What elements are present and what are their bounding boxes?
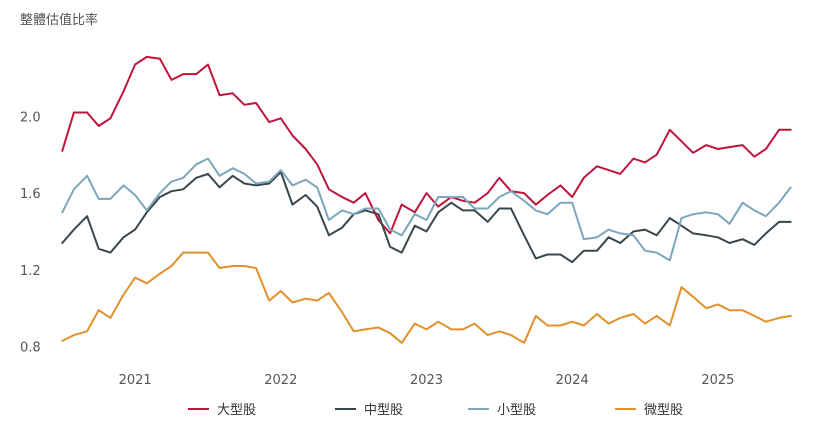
y-tick-label: 1.2	[20, 264, 41, 279]
legend-label-3: 微型股	[644, 403, 683, 418]
series-line-0	[61, 55, 792, 235]
series-lines	[61, 55, 792, 344]
series-line-3	[61, 251, 792, 344]
x-tick-label: 2024	[556, 373, 589, 388]
x-tick-label: 2025	[701, 373, 734, 388]
legend: 大型股 中型股 小型股 微型股	[188, 403, 683, 418]
x-tick-label: 2022	[264, 373, 297, 388]
x-tick-label: 2023	[410, 373, 443, 388]
x-axis-ticks: 2021 2022 2023 2024 2025	[119, 373, 735, 388]
y-tick-label: 2.0	[20, 110, 41, 125]
legend-label-0: 大型股	[217, 403, 256, 418]
y-tick-label: 0.8	[20, 341, 41, 356]
series-line-1	[61, 171, 792, 264]
y-axis-ticks: 0.8 1.2 1.6 2.0	[20, 110, 41, 355]
y-tick-label: 1.6	[20, 187, 41, 202]
y-axis-title: 整體估值比率	[20, 12, 98, 28]
legend-label-2: 小型股	[497, 403, 536, 418]
x-tick-label: 2021	[119, 373, 152, 388]
series-line-2	[61, 157, 792, 262]
legend-label-1: 中型股	[364, 403, 403, 418]
